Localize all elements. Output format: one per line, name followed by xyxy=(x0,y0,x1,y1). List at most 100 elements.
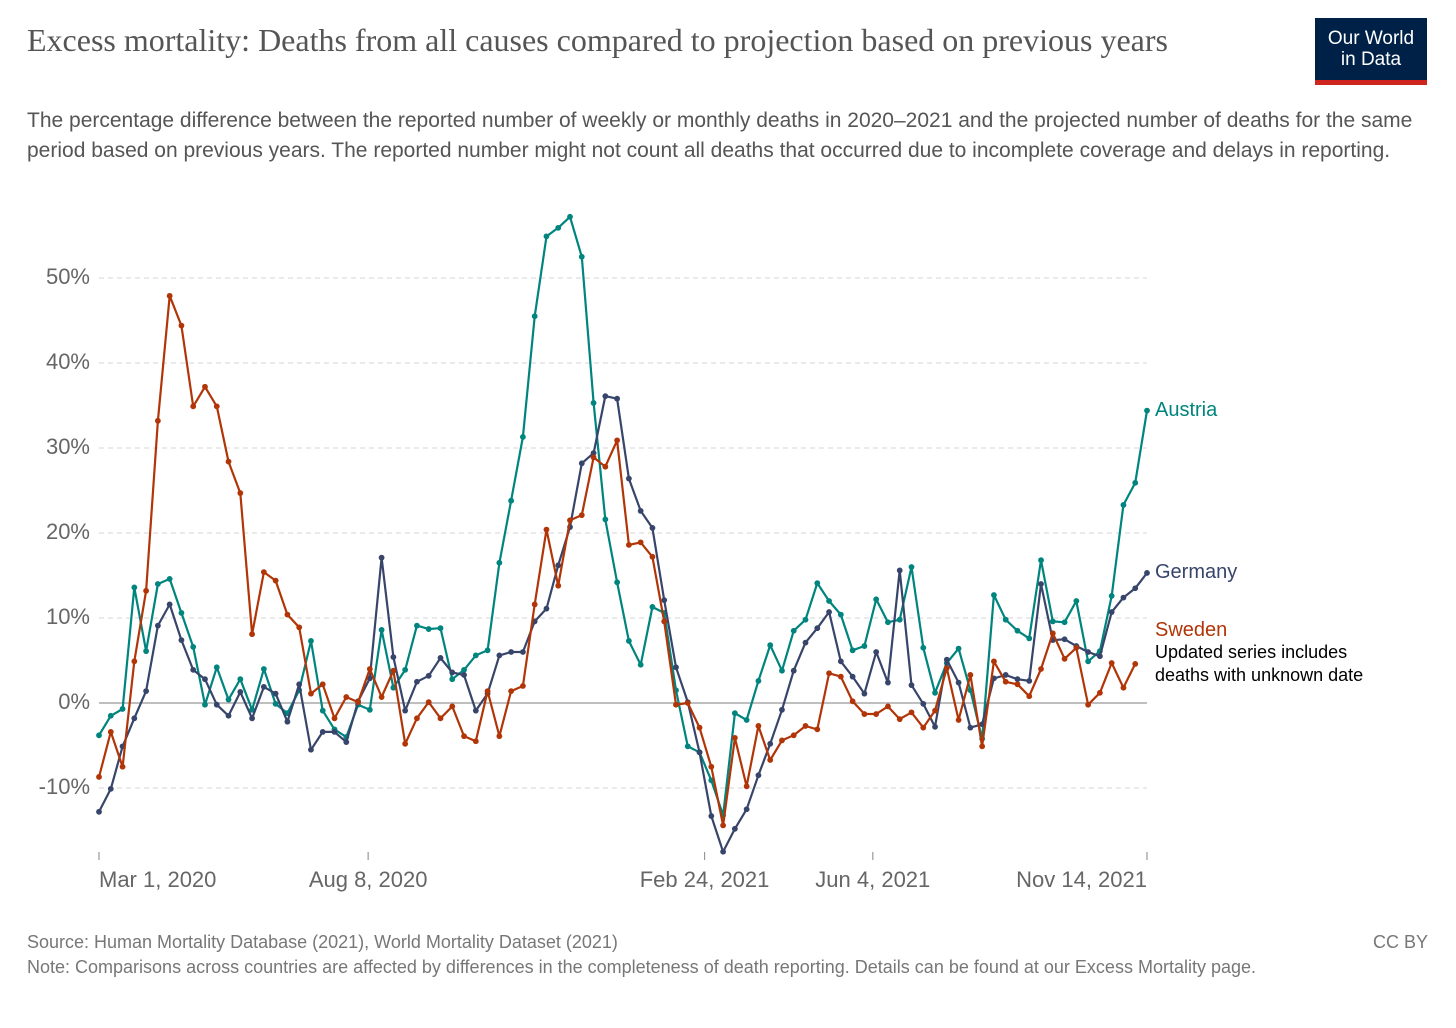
data-point xyxy=(96,774,102,780)
data-point xyxy=(213,664,220,671)
y-tick-label: -10% xyxy=(39,774,90,799)
data-point xyxy=(578,253,585,260)
data-point xyxy=(649,604,656,610)
data-point xyxy=(237,676,244,683)
data-point xyxy=(979,743,986,750)
data-point xyxy=(920,724,927,731)
data-point xyxy=(543,233,550,240)
data-point xyxy=(637,539,644,546)
data-point xyxy=(1120,502,1127,508)
data-point xyxy=(637,508,644,514)
data-point xyxy=(955,679,962,686)
data-point xyxy=(331,715,338,722)
data-point xyxy=(661,597,668,604)
data-point xyxy=(472,707,479,714)
data-point xyxy=(319,681,326,688)
data-point xyxy=(154,581,161,587)
data-point xyxy=(861,690,868,697)
data-point xyxy=(649,553,656,560)
data-point xyxy=(249,706,255,713)
y-tick-label: 20% xyxy=(46,519,90,544)
data-point xyxy=(802,616,809,623)
data-point xyxy=(166,601,173,608)
data-point xyxy=(390,654,397,660)
data-point xyxy=(237,689,244,695)
data-point xyxy=(531,313,538,320)
data-point xyxy=(873,596,880,603)
data-point xyxy=(767,757,774,763)
footer: Source: Human Mortality Database (2021),… xyxy=(27,930,1367,980)
data-point xyxy=(896,567,903,574)
data-point xyxy=(520,434,526,440)
data-point xyxy=(779,737,785,744)
data-point xyxy=(1120,684,1127,691)
data-point xyxy=(107,729,114,735)
license: CC BY xyxy=(1372,932,1428,952)
series-label: Germany xyxy=(1155,561,1237,583)
data-point xyxy=(520,649,526,655)
data-point xyxy=(143,688,150,694)
data-point xyxy=(378,694,385,700)
data-point xyxy=(1096,689,1103,696)
data-point xyxy=(1144,570,1150,576)
logo-line: in Data xyxy=(1340,49,1402,70)
data-point xyxy=(779,706,785,713)
data-point xyxy=(484,688,491,694)
data-point xyxy=(826,609,832,615)
data-point xyxy=(849,673,856,680)
data-point xyxy=(166,292,173,299)
data-point xyxy=(1026,635,1033,642)
data-point xyxy=(708,813,715,819)
data-point xyxy=(543,605,550,612)
data-point xyxy=(308,638,314,644)
y-tick-label: 0% xyxy=(58,689,90,714)
data-point xyxy=(920,700,927,707)
data-point xyxy=(731,710,738,717)
data-point xyxy=(1014,681,1021,688)
data-point xyxy=(496,652,503,659)
data-point xyxy=(449,676,456,683)
data-point xyxy=(1002,678,1009,685)
data-point xyxy=(249,715,255,722)
data-point xyxy=(673,701,679,708)
data-point xyxy=(1073,644,1080,651)
data-point xyxy=(790,667,797,674)
data-point xyxy=(225,696,232,703)
data-point xyxy=(614,395,621,402)
chart: -10% 0% 10% 20% 30% 40% 50% Mar 1, 2020 Aug 8, 2… xyxy=(39,213,1363,892)
data-point xyxy=(425,672,432,679)
x-tick-label: Feb 24, 2021 xyxy=(640,867,770,892)
data-point xyxy=(1002,616,1009,623)
data-point xyxy=(590,400,597,406)
series-label: Sweden xyxy=(1155,619,1227,641)
data-point xyxy=(967,724,974,731)
data-point xyxy=(543,526,550,533)
annotation-box: Updated series includes deaths with unkn… xyxy=(1155,642,1363,685)
data-point xyxy=(449,703,456,710)
data-point xyxy=(1096,653,1103,660)
data-point xyxy=(802,723,809,729)
data-point xyxy=(378,627,385,633)
data-point xyxy=(1061,619,1068,626)
y-tick-label: 30% xyxy=(46,434,90,459)
data-point xyxy=(178,637,185,643)
data-point xyxy=(779,667,785,674)
data-point xyxy=(437,625,444,632)
data-point xyxy=(272,690,279,697)
data-point xyxy=(661,618,668,625)
data-point xyxy=(319,729,326,735)
data-point xyxy=(908,709,915,716)
data-point xyxy=(696,724,703,731)
data-point xyxy=(755,678,762,684)
data-point xyxy=(849,698,856,705)
data-point xyxy=(96,732,102,739)
data-point xyxy=(567,213,573,220)
series-line xyxy=(98,395,1148,853)
data-point xyxy=(272,577,279,584)
data-point xyxy=(1120,594,1127,601)
data-point xyxy=(472,652,479,659)
data-point xyxy=(143,587,150,594)
data-point xyxy=(625,542,632,548)
data-point xyxy=(885,703,891,710)
